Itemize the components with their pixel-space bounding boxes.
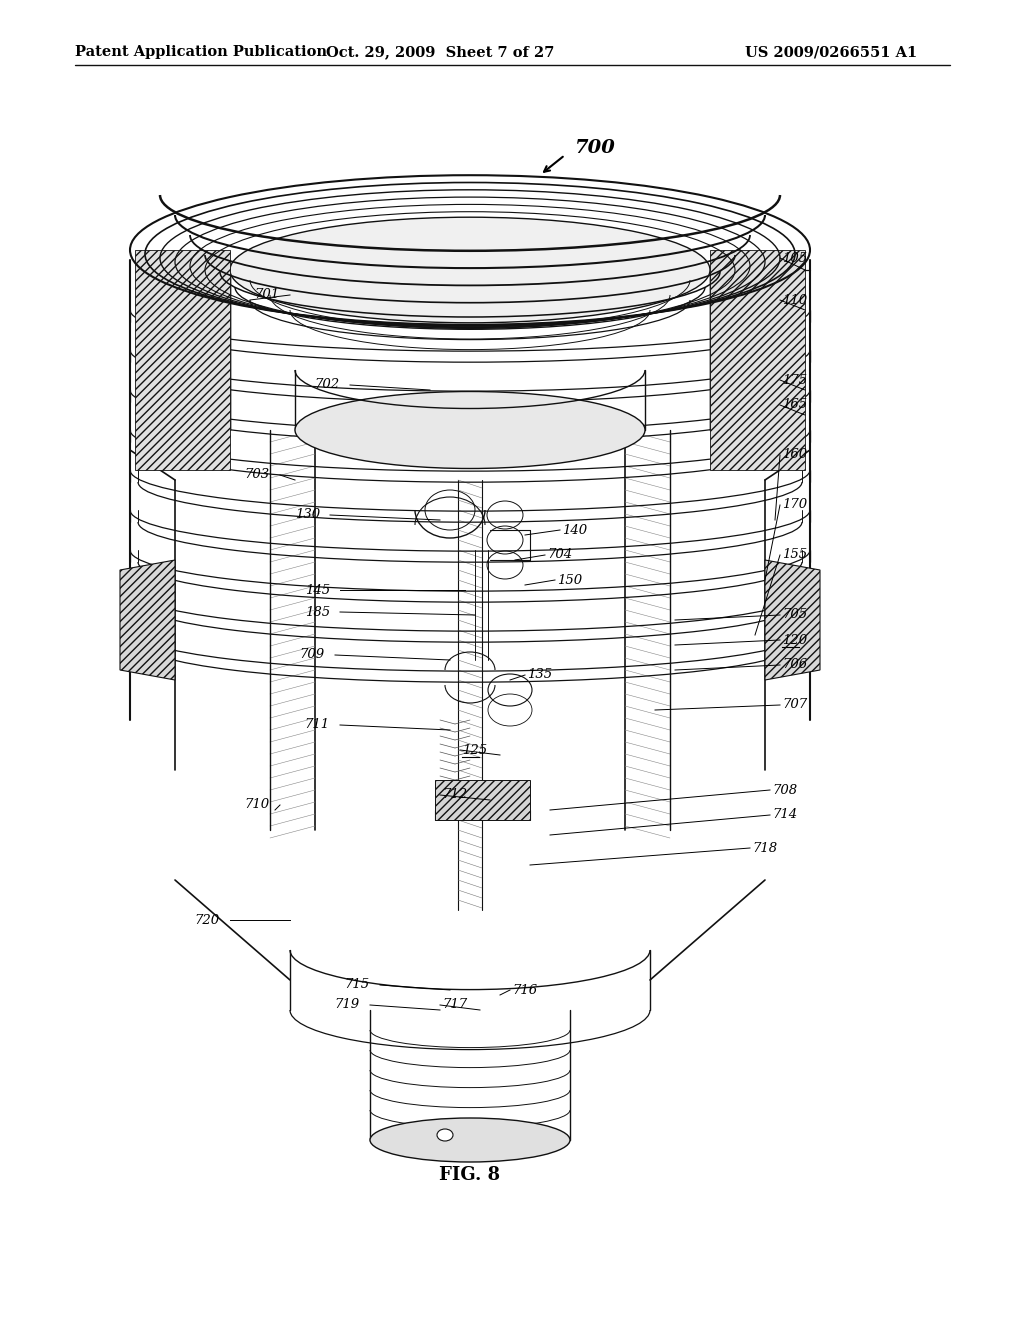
Text: 110: 110 xyxy=(782,293,807,306)
Text: 105: 105 xyxy=(782,252,807,264)
Text: 702: 702 xyxy=(314,379,340,392)
Text: 125: 125 xyxy=(462,743,487,756)
Text: 712: 712 xyxy=(442,788,467,801)
Text: 704: 704 xyxy=(547,549,572,561)
Text: 719: 719 xyxy=(335,998,360,1011)
Text: 145: 145 xyxy=(305,583,330,597)
Text: 714: 714 xyxy=(772,808,797,821)
Text: 140: 140 xyxy=(562,524,587,536)
Ellipse shape xyxy=(437,1129,453,1140)
Polygon shape xyxy=(120,560,175,680)
Ellipse shape xyxy=(370,1118,570,1162)
Ellipse shape xyxy=(230,218,710,323)
Text: 715: 715 xyxy=(345,978,370,991)
Text: 130: 130 xyxy=(295,508,319,521)
Text: 185: 185 xyxy=(305,606,330,619)
Text: 716: 716 xyxy=(512,983,538,997)
Text: 120: 120 xyxy=(782,634,807,647)
Text: 160: 160 xyxy=(782,449,807,462)
Text: 700: 700 xyxy=(575,139,615,157)
Text: Patent Application Publication: Patent Application Publication xyxy=(75,45,327,59)
Text: 150: 150 xyxy=(557,573,582,586)
Text: 175: 175 xyxy=(782,374,807,387)
Text: Oct. 29, 2009  Sheet 7 of 27: Oct. 29, 2009 Sheet 7 of 27 xyxy=(326,45,554,59)
Text: 701: 701 xyxy=(255,289,280,301)
Text: 718: 718 xyxy=(752,842,777,854)
Text: 135: 135 xyxy=(527,668,552,681)
Text: 707: 707 xyxy=(782,698,807,711)
Text: 706: 706 xyxy=(782,659,807,672)
Polygon shape xyxy=(435,780,530,820)
Text: 708: 708 xyxy=(772,784,797,796)
Ellipse shape xyxy=(295,392,645,469)
Text: 170: 170 xyxy=(782,499,807,511)
Text: 717: 717 xyxy=(442,998,467,1011)
Polygon shape xyxy=(710,249,805,470)
Text: 709: 709 xyxy=(300,648,325,661)
Text: 155: 155 xyxy=(782,549,807,561)
Text: 165: 165 xyxy=(782,399,807,412)
Text: 711: 711 xyxy=(305,718,330,731)
Text: 703: 703 xyxy=(245,469,270,482)
Text: 720: 720 xyxy=(195,913,220,927)
Polygon shape xyxy=(765,560,820,680)
Text: FIG. 8: FIG. 8 xyxy=(439,1166,501,1184)
Polygon shape xyxy=(135,249,230,470)
Text: 710: 710 xyxy=(245,799,270,812)
Text: 705: 705 xyxy=(782,609,807,622)
Text: US 2009/0266551 A1: US 2009/0266551 A1 xyxy=(745,45,918,59)
